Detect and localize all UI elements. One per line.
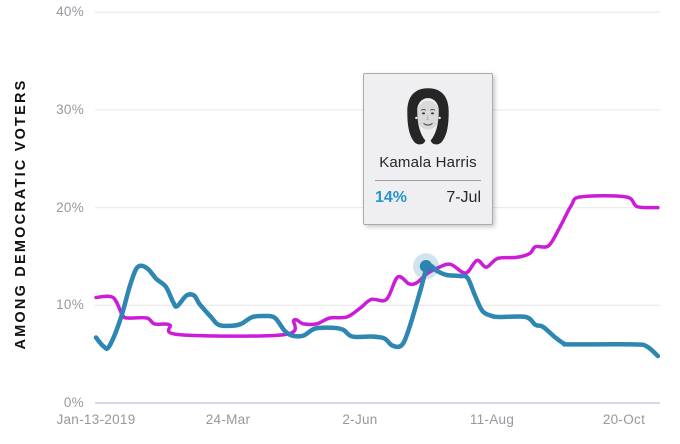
- tooltip-candidate-name: Kamala Harris: [379, 154, 477, 171]
- x-tick-label: Jan-13-2019: [56, 412, 136, 427]
- magenta-line: [94, 193, 660, 338]
- x-tick-label: 20-Oct: [602, 412, 646, 427]
- tooltip-date: 7-Jul: [446, 189, 481, 206]
- y-tick-label: 30%: [56, 101, 84, 117]
- y-tick-label: 0%: [63, 395, 84, 410]
- y-tick-label: 40%: [56, 4, 84, 20]
- tooltip: Kamala Harris 14% 7-Jul: [363, 73, 493, 225]
- kamala-harris-photo: [407, 88, 449, 145]
- y-tick-label: 20%: [56, 199, 84, 215]
- x-tick-label: 2-Jun: [342, 412, 378, 427]
- tooltip-value: 14%: [375, 189, 408, 206]
- harris-line: [93, 263, 661, 359]
- y-tick-label: 10%: [56, 297, 84, 313]
- x-tick-label: 24-Mar: [205, 412, 251, 427]
- x-tick-label: 11-Aug: [469, 412, 515, 427]
- tooltip-divider: [375, 180, 481, 181]
- selected-point[interactable]: [419, 260, 433, 273]
